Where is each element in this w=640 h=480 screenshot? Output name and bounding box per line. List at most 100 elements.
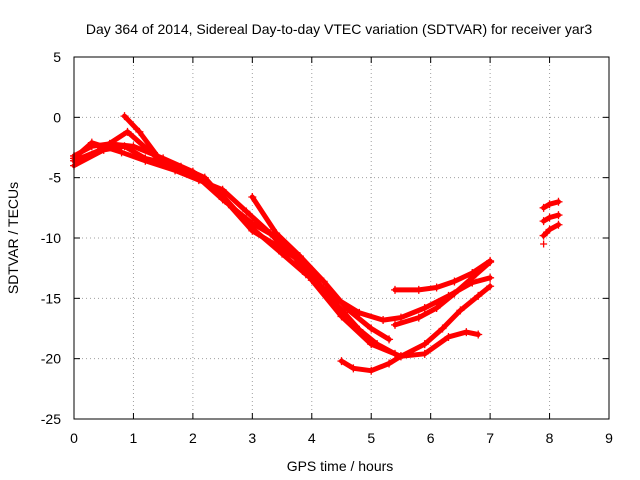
data-point-marker — [456, 306, 465, 315]
series-track-i — [391, 256, 495, 294]
y-tick-label: -15 — [41, 290, 61, 306]
data-point-marker — [177, 162, 185, 171]
data-point-marker — [367, 324, 376, 333]
y-tick-label: -10 — [41, 230, 61, 246]
data-point-marker — [396, 313, 405, 322]
data-point-marker — [474, 330, 483, 339]
plot-frame — [73, 56, 610, 420]
data-point-marker — [337, 357, 346, 366]
data-point-marker — [194, 176, 203, 185]
data-point-marker — [171, 164, 180, 173]
data-point-marker — [349, 364, 358, 373]
data-point-marker — [539, 231, 548, 240]
data-point-marker — [554, 220, 563, 229]
data-point-marker — [414, 313, 423, 322]
data-point-marker — [284, 248, 292, 257]
data-point-marker — [224, 200, 233, 209]
data-point-marker — [373, 340, 382, 349]
data-point-marker — [545, 213, 554, 222]
data-point-marker — [248, 192, 257, 201]
data-point-marker — [432, 303, 441, 312]
data-point-marker — [450, 289, 459, 298]
data-point-marker — [248, 226, 257, 235]
data-point-marker — [414, 285, 423, 294]
data-point-marker — [486, 256, 495, 265]
x-tick-label: 4 — [308, 430, 316, 446]
series-track-c — [70, 142, 399, 358]
y-tick-label: 0 — [53, 109, 61, 125]
data-point-marker — [420, 340, 429, 349]
data-point-marker — [242, 207, 251, 216]
data-point-marker — [123, 127, 132, 136]
series-track-l — [539, 220, 563, 240]
x-tick-label: 0 — [70, 430, 78, 446]
data-point-marker — [432, 283, 441, 292]
data-point-marker — [153, 151, 162, 160]
data-point-marker — [539, 217, 548, 226]
isolated-point-marker — [540, 240, 548, 248]
data-point-marker — [331, 299, 340, 308]
series-line — [339, 283, 493, 374]
series-track-g — [337, 282, 495, 375]
data-point-marker — [444, 332, 453, 341]
data-point-marker — [554, 197, 563, 206]
series-track-d — [70, 138, 292, 257]
x-tick-label: 1 — [130, 430, 138, 446]
y-tick-label: -5 — [49, 170, 62, 186]
data-point-marker — [248, 219, 257, 228]
data-point-marker — [385, 335, 394, 344]
series-line — [122, 113, 178, 171]
x-axis-label: GPS time / hours — [287, 458, 394, 474]
series-line — [71, 143, 398, 357]
data-point-marker — [218, 185, 227, 194]
x-tick-label: 7 — [486, 430, 494, 446]
data-point-marker — [486, 273, 495, 282]
data-point-marker — [385, 359, 394, 368]
series-track-f — [248, 192, 394, 344]
data-point-marker — [295, 252, 304, 261]
data-point-marker — [420, 349, 429, 358]
x-tick-label: 2 — [189, 430, 197, 446]
data-point-marker — [468, 268, 477, 277]
data-point-marker — [120, 142, 129, 151]
data-point-marker — [272, 229, 281, 238]
data-point-marker — [450, 277, 459, 286]
series-line — [392, 259, 493, 328]
data-series-group — [70, 112, 563, 375]
data-point-marker — [391, 349, 399, 358]
data-point-marker — [141, 156, 150, 165]
data-point-marker — [396, 352, 405, 361]
y-tick-label: -25 — [41, 411, 61, 427]
data-point-marker — [539, 203, 548, 212]
data-point-marker — [462, 328, 471, 337]
data-point-marker — [554, 211, 563, 220]
data-point-marker — [355, 325, 364, 334]
data-point-marker — [474, 291, 483, 300]
data-point-marker — [486, 282, 495, 291]
data-point-marker — [343, 305, 352, 314]
x-tick-label: 8 — [546, 430, 554, 446]
data-point-marker — [545, 200, 554, 209]
data-point-marker — [379, 316, 388, 325]
y-axis-label: SDTVAR / TECUs — [5, 182, 21, 294]
x-tick-label: 5 — [367, 430, 375, 446]
data-point-marker — [545, 225, 554, 234]
axes: 0 1 2 3 4 5 6 7 8 9 5 0 -5 -10 -15 -20 -25 — [41, 49, 613, 446]
y-tick-label: -20 — [41, 351, 61, 367]
data-point-marker — [391, 285, 399, 294]
data-point-marker — [117, 148, 126, 157]
data-point-marker — [391, 320, 399, 329]
data-point-marker — [367, 366, 376, 375]
series-line — [71, 140, 291, 255]
chart-title: Day 364 of 2014, Sidereal Day-to-day VTE… — [86, 21, 592, 37]
x-tick-label: 9 — [605, 430, 613, 446]
series-track-j — [539, 197, 563, 212]
series-track-k — [539, 211, 563, 226]
data-point-marker — [319, 277, 328, 286]
x-tick-label: 3 — [248, 430, 256, 446]
data-point-marker — [120, 112, 129, 121]
y-tick-label: 5 — [53, 49, 61, 65]
series-line — [71, 141, 493, 323]
data-point-marker — [438, 324, 447, 333]
